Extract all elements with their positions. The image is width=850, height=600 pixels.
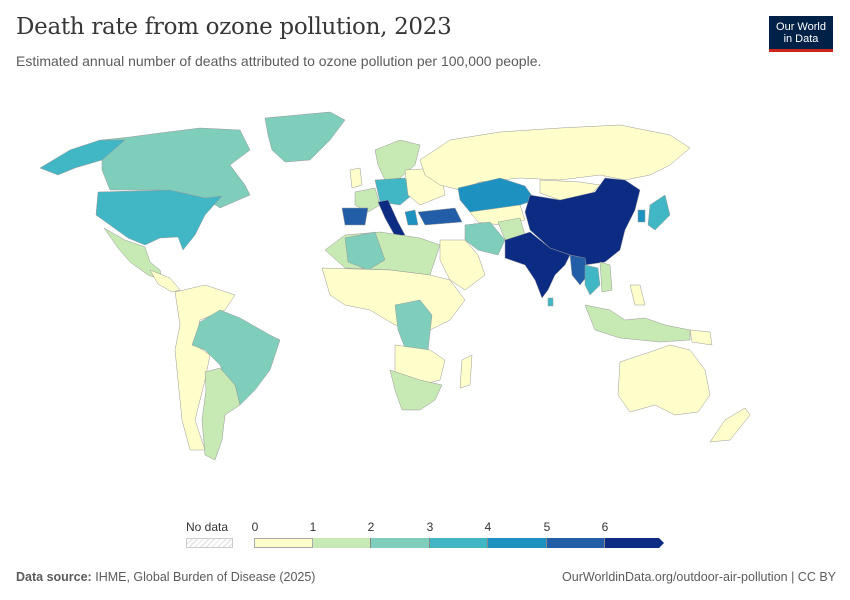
region-japan[interactable] <box>647 194 671 231</box>
map-legend: No data 0 1 2 3 4 5 6 <box>0 510 850 555</box>
region-arabia[interactable] <box>439 239 486 291</box>
region-iberia[interactable] <box>341 207 369 226</box>
region-france[interactable] <box>354 187 381 213</box>
legend-tick-0: 0 <box>251 520 259 534</box>
legend-bin-4-5[interactable] <box>488 538 547 548</box>
region-usa[interactable] <box>95 189 223 251</box>
region-greenland[interactable] <box>264 111 346 163</box>
region-india[interactable] <box>504 231 571 299</box>
region-turkey[interactable] <box>417 207 463 226</box>
region-argentina[interactable] <box>201 367 241 461</box>
legend-tick-5: 5 <box>543 520 551 534</box>
region-south-africa[interactable] <box>389 369 443 411</box>
region-australia[interactable] <box>617 344 711 416</box>
region-central-europe[interactable] <box>374 177 413 206</box>
region-png[interactable] <box>689 329 713 346</box>
no-data-label: No data <box>186 520 229 534</box>
legend-tick-4: 4 <box>484 520 492 534</box>
region-uk[interactable] <box>349 167 363 189</box>
region-sri-lanka[interactable] <box>547 297 554 307</box>
region-thailand[interactable] <box>584 264 601 296</box>
legend-tick-2: 2 <box>367 520 375 534</box>
data-source-text: IHME, Global Burden of Disease (2025) <box>95 570 316 584</box>
data-source: Data source: IHME, Global Burden of Dise… <box>16 570 315 584</box>
source-url-link[interactable]: OurWorldinData.org/outdoor-air-pollution… <box>562 570 836 584</box>
legend-bin-6-plus[interactable] <box>605 538 665 548</box>
legend-bin-0-1[interactable] <box>254 538 313 548</box>
chart-subtitle: Estimated annual number of deaths attrib… <box>16 53 542 69</box>
legend-bin-5-6[interactable] <box>547 538 605 548</box>
legend-bin-2-3[interactable] <box>371 538 430 548</box>
legend-tick-3: 3 <box>426 520 434 534</box>
region-vietnam[interactable] <box>599 261 613 293</box>
region-indonesia[interactable] <box>584 304 691 343</box>
region-italy[interactable] <box>377 199 406 237</box>
region-south-america-north[interactable] <box>174 284 236 451</box>
chart-title: Death rate from ozone pollution, 2023 <box>16 14 452 40</box>
region-greece[interactable] <box>404 209 419 226</box>
region-brazil[interactable] <box>191 309 281 406</box>
region-madagascar[interactable] <box>459 354 473 389</box>
logo-line-1: Our World <box>776 20 826 33</box>
region-canada[interactable] <box>101 127 251 209</box>
legend-bin-3-4[interactable] <box>430 538 488 548</box>
legend-bin-1-2[interactable] <box>313 538 371 548</box>
region-algeria[interactable] <box>344 231 386 271</box>
data-source-label: Data source: <box>16 570 92 584</box>
owid-logo[interactable]: Our World in Data <box>769 16 833 52</box>
region-central-america[interactable] <box>149 269 181 293</box>
region-west-africa[interactable] <box>321 267 466 331</box>
legend-tick-1: 1 <box>309 520 317 534</box>
world-map[interactable] <box>0 90 850 510</box>
region-myanmar[interactable] <box>569 254 589 286</box>
legend-tick-6: 6 <box>601 520 609 534</box>
region-china[interactable] <box>524 177 641 266</box>
region-alaska[interactable] <box>39 139 126 176</box>
region-russia[interactable] <box>419 124 691 191</box>
region-korea[interactable] <box>637 209 646 223</box>
region-philippines[interactable] <box>629 284 646 306</box>
region-new-zealand[interactable] <box>709 407 751 443</box>
logo-line-2: in Data <box>783 32 819 45</box>
no-data-swatch[interactable] <box>186 538 233 548</box>
